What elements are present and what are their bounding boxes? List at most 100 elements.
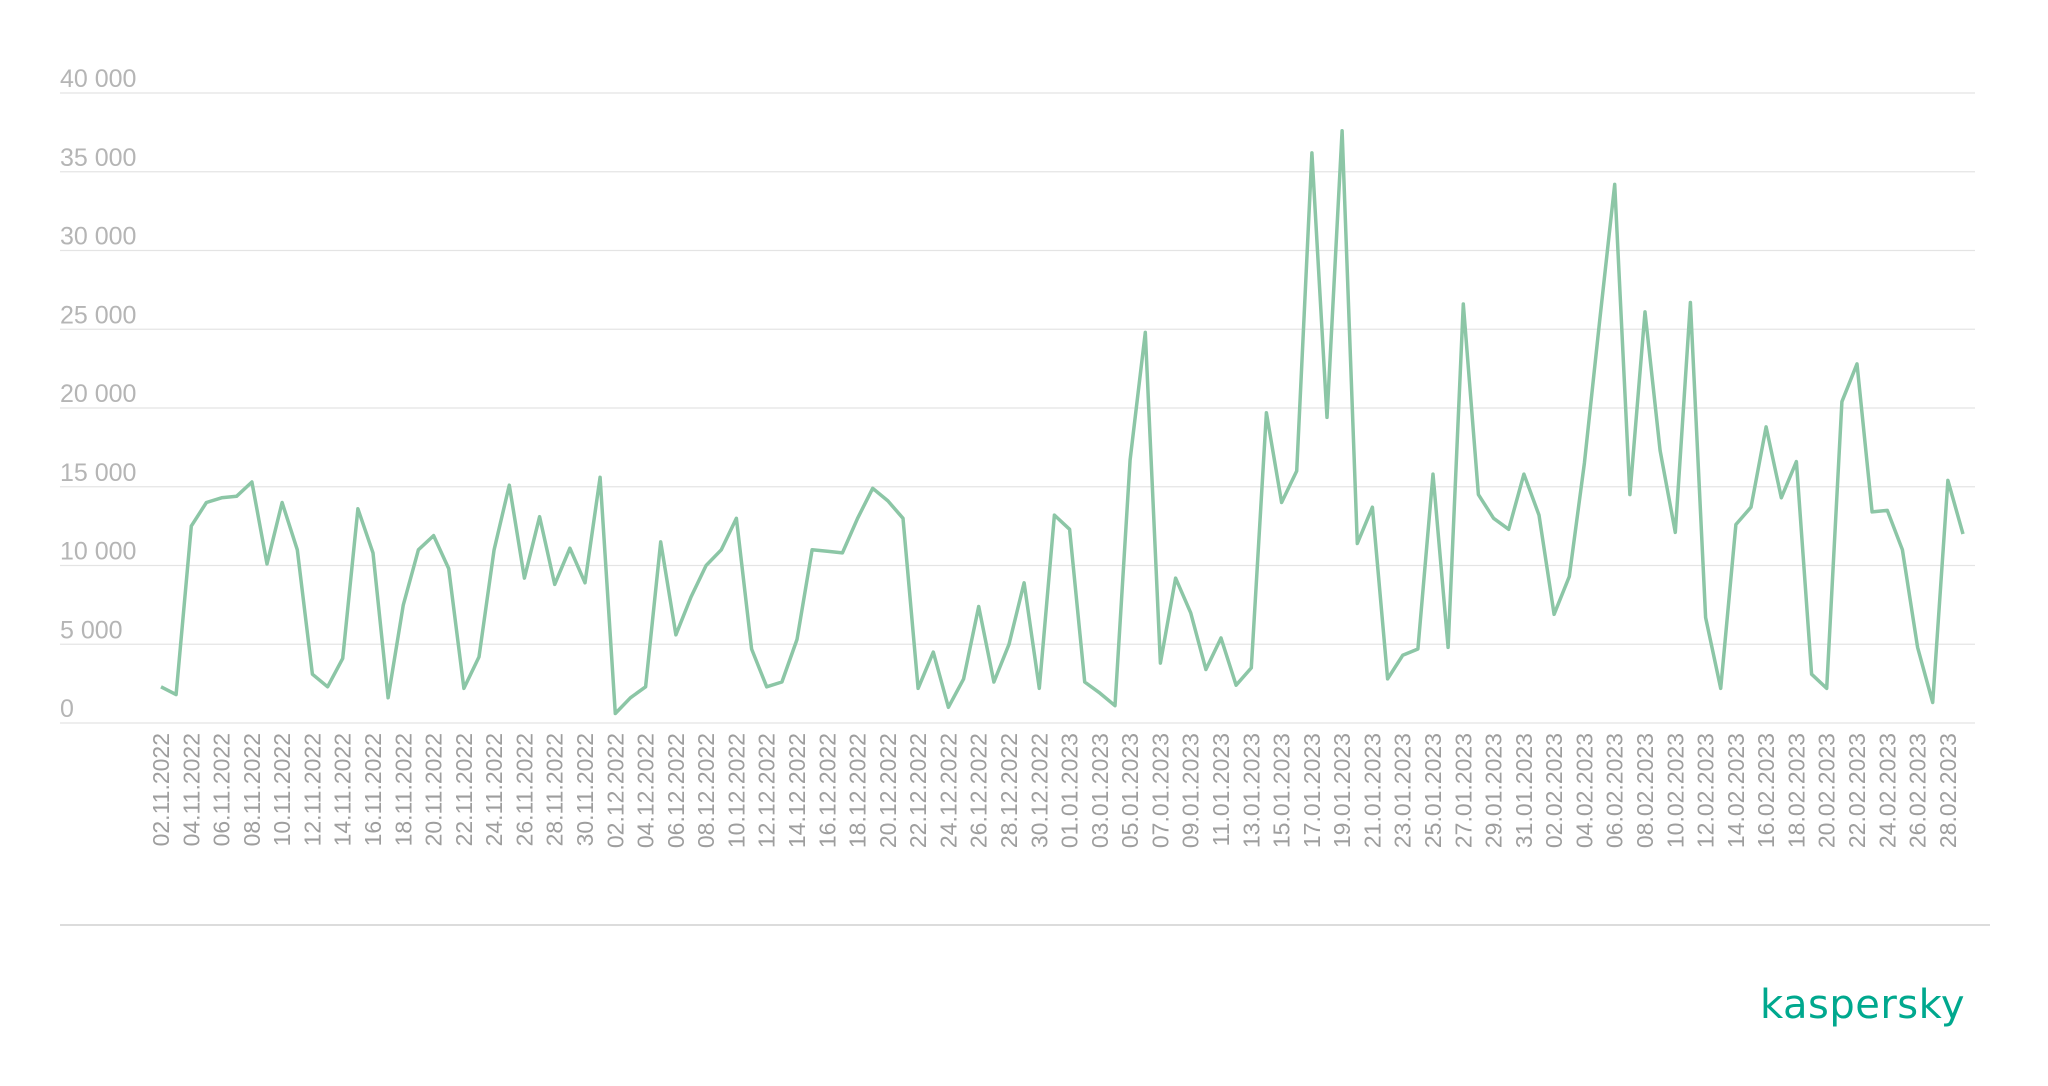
data-point (1825, 686, 1829, 690)
data-point (1794, 460, 1798, 464)
data-point (538, 515, 542, 519)
data-point (1522, 472, 1526, 476)
data-point (432, 534, 436, 538)
data-point (447, 567, 451, 571)
data-point (583, 581, 587, 585)
data-point (1295, 469, 1299, 473)
data-point (1370, 505, 1374, 509)
data-point (1582, 461, 1586, 465)
data-point (931, 650, 935, 654)
data-point (174, 693, 178, 697)
data-point (1431, 472, 1435, 476)
data-point (1234, 683, 1238, 687)
data-point (1870, 510, 1874, 514)
x-tick-label: 10.12.2022 (723, 733, 749, 848)
data-point (1143, 330, 1147, 334)
x-tick-label: 23.01.2023 (1390, 733, 1416, 848)
data-point (477, 655, 481, 659)
data-point (265, 562, 269, 566)
x-tick-label: 30.11.2022 (572, 733, 598, 846)
data-point (1719, 686, 1723, 690)
data-point (1052, 513, 1056, 517)
data-point (1037, 686, 1041, 690)
x-tick-label: 04.02.2023 (1571, 733, 1597, 848)
data-point (1022, 581, 1026, 585)
x-tick-label: 24.12.2022 (935, 733, 961, 848)
data-point (1068, 527, 1072, 531)
data-point (1552, 612, 1556, 616)
data-point (1007, 642, 1011, 646)
x-tick-label: 22.12.2022 (905, 733, 931, 848)
data-point (901, 516, 905, 520)
x-tick-label: 04.12.2022 (633, 733, 659, 848)
x-tick-label: 14.02.2023 (1723, 733, 1749, 848)
data-point (856, 516, 860, 520)
data-point (1598, 319, 1602, 323)
x-tick-label: 07.01.2023 (1147, 733, 1173, 848)
x-tick-label: 18.12.2022 (845, 733, 871, 848)
data-point (795, 638, 799, 642)
data-point (598, 475, 602, 479)
data-point (1401, 653, 1405, 657)
x-tick-label: 02.12.2022 (602, 733, 628, 848)
x-tick-label: 28.02.2023 (1935, 733, 1961, 848)
x-tick-label: 11.01.2023 (1208, 733, 1234, 846)
data-point (825, 549, 829, 553)
data-point (674, 633, 678, 637)
x-tick-label: 31.01.2023 (1511, 733, 1537, 848)
x-tick-label: 26.11.2022 (511, 733, 537, 846)
x-tick-label: 02.11.2022 (148, 733, 174, 846)
data-point (1840, 400, 1844, 404)
data-point (840, 551, 844, 555)
data-point (1749, 505, 1753, 509)
data-point (1113, 704, 1117, 708)
data-point (1204, 668, 1208, 672)
y-tick-label: 30 000 (60, 223, 136, 251)
data-point (1416, 647, 1420, 651)
data-point (1643, 310, 1647, 314)
data-point (916, 686, 920, 690)
data-point (750, 647, 754, 651)
data-point (522, 576, 526, 580)
data-point (159, 685, 163, 689)
x-tick-label: 28.11.2022 (542, 733, 568, 846)
x-tick-label: 18.11.2022 (390, 733, 416, 846)
data-point (1098, 691, 1102, 695)
data-point (356, 507, 360, 511)
data-point (1900, 548, 1904, 552)
data-point (1916, 645, 1920, 649)
data-point (1961, 532, 1965, 536)
data-point (220, 496, 224, 500)
series-line (160, 129, 1965, 716)
data-point (250, 480, 254, 484)
data-point (1355, 542, 1359, 546)
data-point (235, 494, 239, 498)
data-point (765, 685, 769, 689)
x-tick-label: 27.01.2023 (1450, 733, 1476, 848)
data-point (1810, 672, 1814, 676)
data-point (1280, 501, 1284, 505)
y-tick-label: 35 000 (60, 144, 136, 172)
data-point (886, 499, 890, 503)
x-tick-label: 16.12.2022 (814, 733, 840, 848)
data-point (1128, 458, 1132, 462)
x-tick-label: 09.01.2023 (1178, 733, 1204, 848)
x-axis-tick-labels: 02.11.2022 04.11.2022 06.11.2022 08.11.2022… (148, 733, 1961, 848)
x-tick-label: 10.02.2023 (1662, 733, 1688, 848)
data-point (204, 501, 208, 505)
x-tick-label: 20.11.2022 (421, 733, 447, 846)
data-point (1461, 302, 1465, 306)
data-point (1855, 362, 1859, 366)
data-point (810, 548, 814, 552)
series-layer (159, 129, 1965, 716)
data-point (1158, 661, 1162, 665)
data-point (1083, 680, 1087, 684)
x-tick-label: 20.12.2022 (875, 733, 901, 848)
x-tick-label: 24.02.2023 (1874, 733, 1900, 848)
x-tick-label: 06.12.2022 (663, 733, 689, 848)
data-point (1386, 677, 1390, 681)
data-point (1219, 636, 1223, 640)
data-point (1688, 301, 1692, 305)
x-tick-label: 12.02.2023 (1693, 733, 1719, 848)
